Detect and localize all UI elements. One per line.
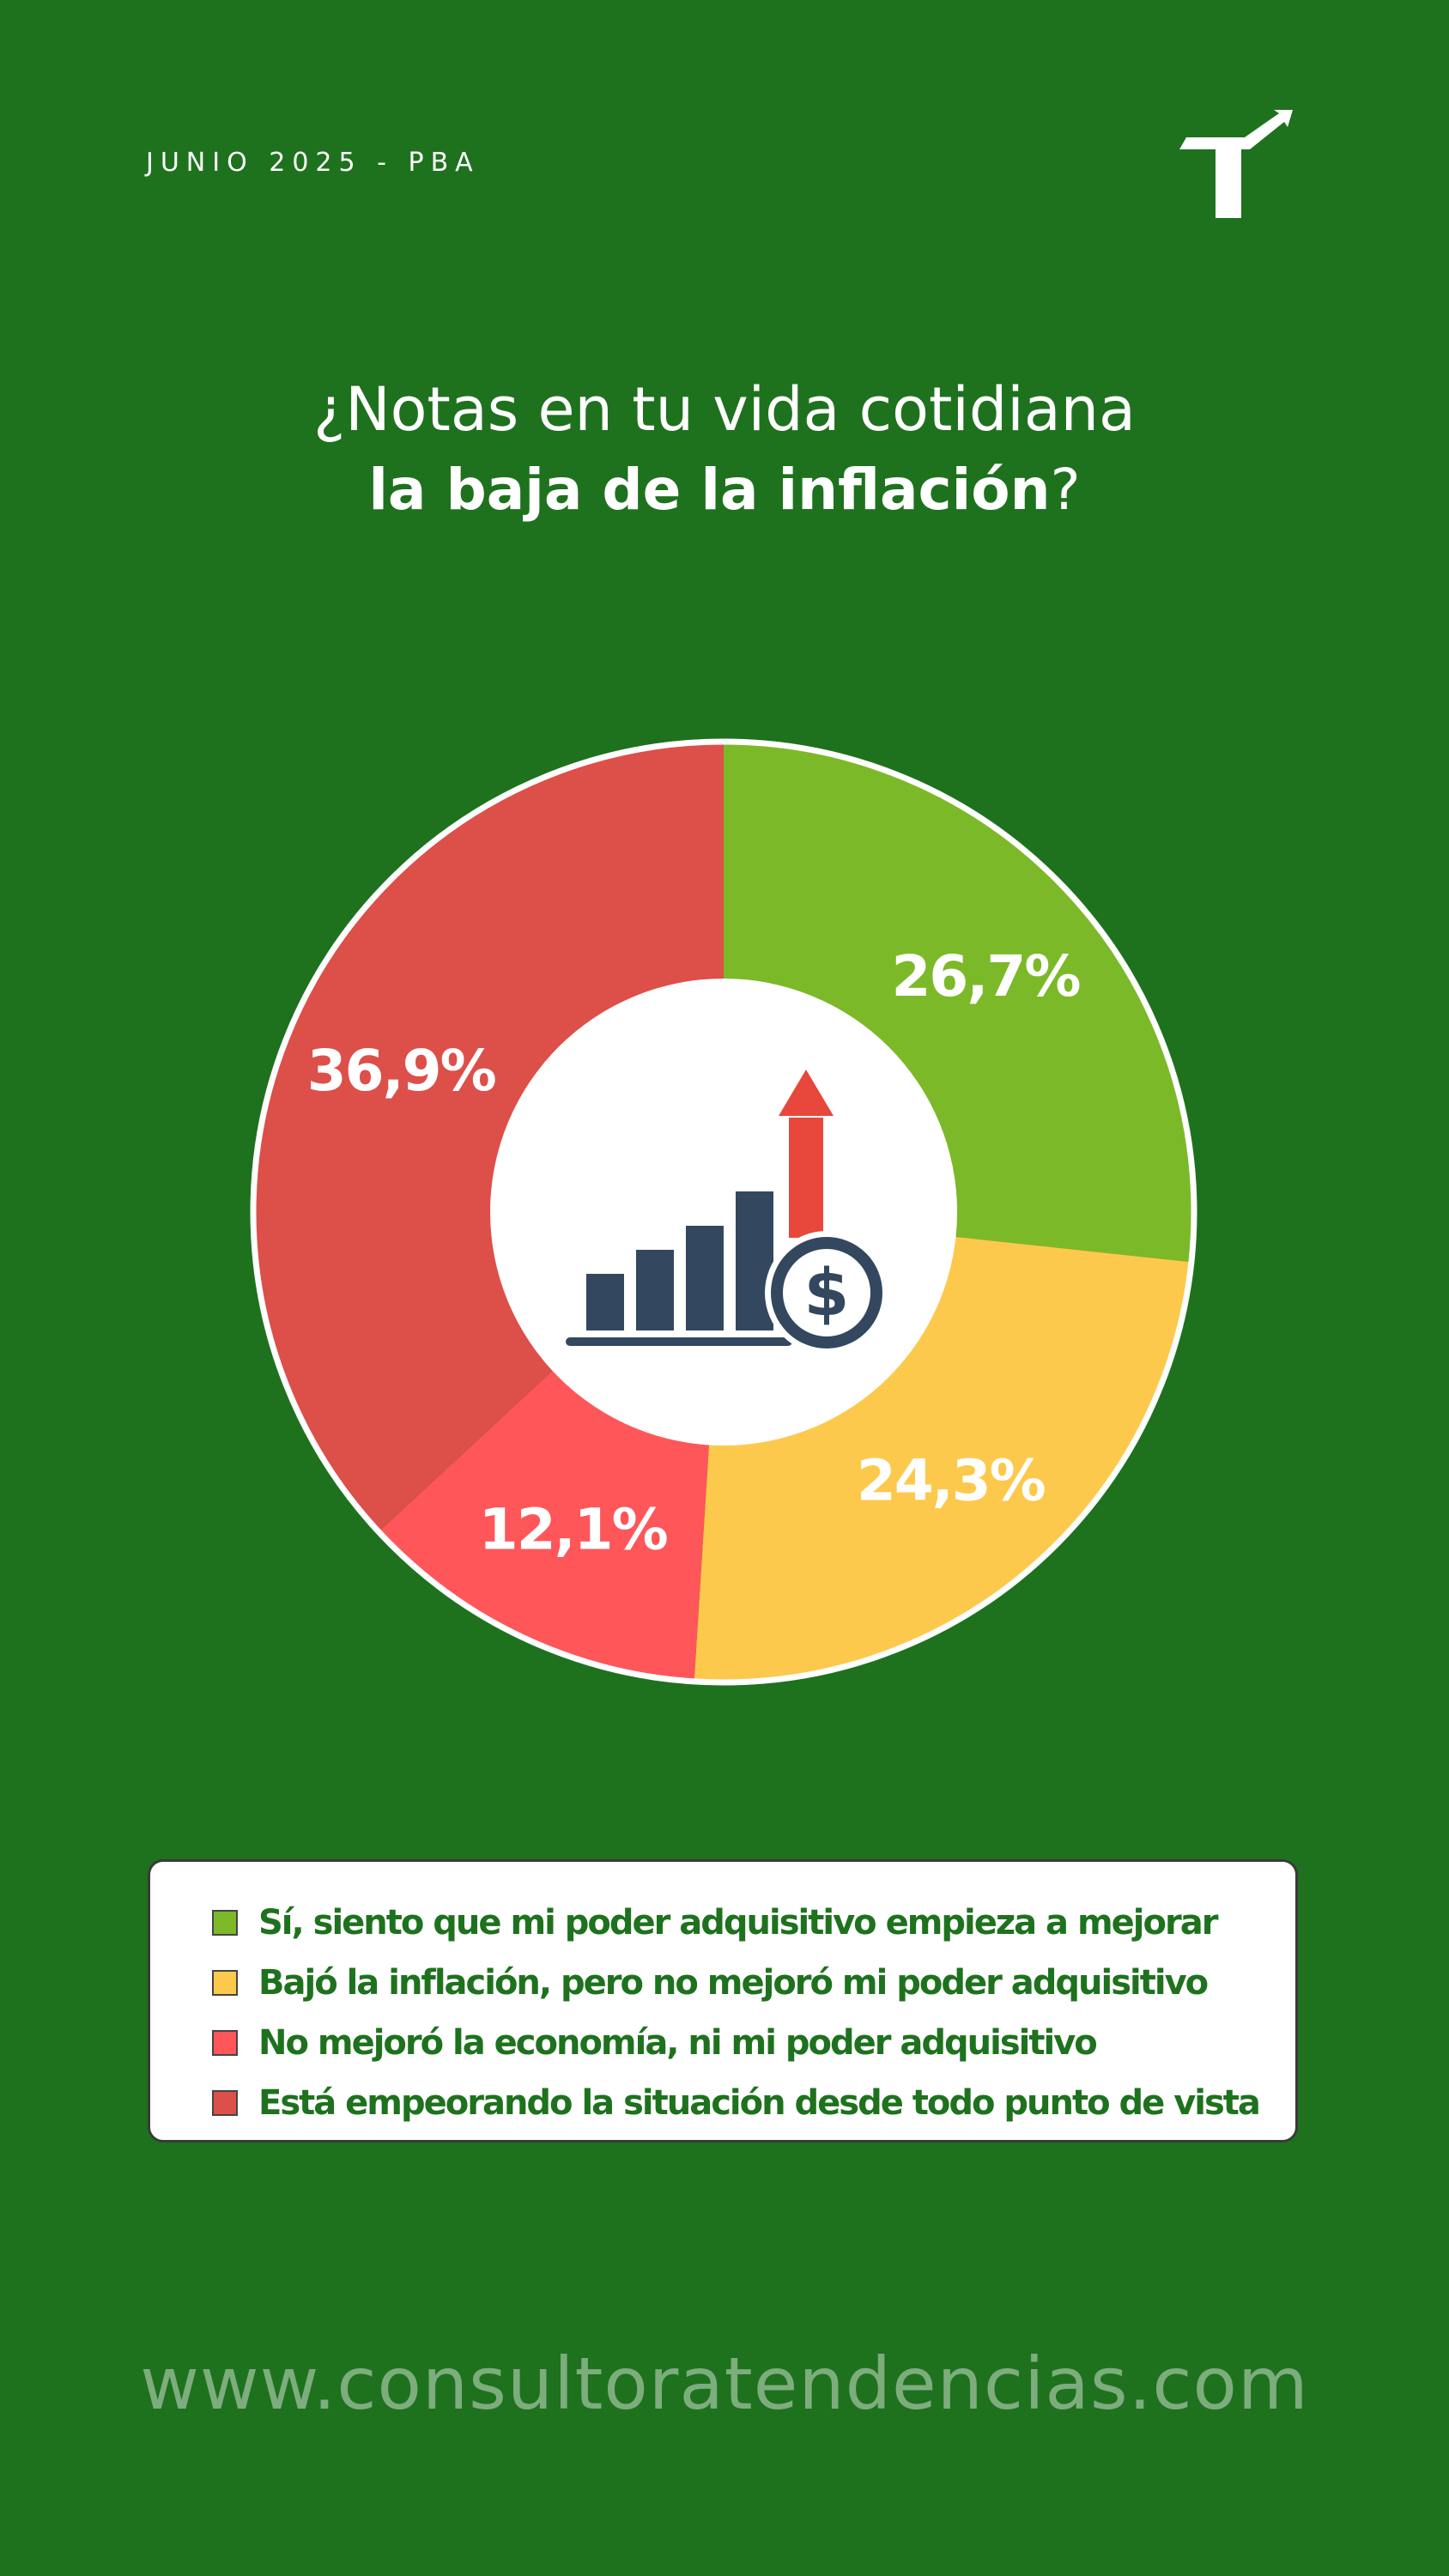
chart-outer-ring [250, 738, 1197, 1686]
date-label: JUNIO 2025 - PBA [146, 148, 480, 178]
legend-swatch-1 [212, 1910, 238, 1936]
website-url: www.consultoratendencias.com [140, 2342, 1309, 2426]
data-label-4: 36,9% [307, 1038, 496, 1104]
legend-label-1: Sí, siento que mi poder adquisitivo empi… [258, 1903, 1218, 1943]
legend-item-3: No mejoró la economía, ni mi poder adqui… [212, 2013, 1098, 2073]
svg-text:$: $ [804, 1254, 850, 1330]
legend-label-3: No mejoró la economía, ni mi poder adqui… [258, 2023, 1098, 2063]
legend-label-2: Bajó la inflación, pero no mejoró mi pod… [258, 1963, 1209, 2003]
chart-title: ¿Notas en tu vida cotidiana la baja de l… [0, 369, 1449, 530]
data-label-3: 12,1% [479, 1496, 668, 1562]
legend-item-4: Está empeorando la situación desde todo … [212, 2073, 1261, 2133]
title-bold: la baja de la inflación [368, 457, 1051, 523]
legend-label-4: Está empeorando la situación desde todo … [258, 2083, 1261, 2123]
legend-item-2: Bajó la inflación, pero no mejoró mi pod… [212, 1953, 1209, 2013]
data-label-1: 26,7% [891, 943, 1080, 1009]
legend-swatch-3 [212, 2030, 238, 2056]
legend-swatch-2 [212, 1970, 238, 1996]
legend-swatch-4 [212, 2090, 238, 2116]
title-line-1: ¿Notas en tu vida cotidiana [313, 374, 1136, 445]
slice-esta-empeorando-la-situacion [252, 742, 724, 1532]
brand-arrow-logo [1179, 110, 1293, 218]
data-label-2: 24,3% [857, 1447, 1046, 1513]
title-question-mark: ? [1050, 457, 1081, 523]
legend-item-1: Sí, siento que mi poder adquisitivo empi… [212, 1893, 1218, 1953]
chart-inner-hole [490, 979, 957, 1446]
chart-legend: Sí, siento que mi poder adquisitivo empi… [148, 1859, 1298, 2143]
title-line-2: la baja de la inflación? [0, 450, 1449, 530]
growth-chart-dollar-icon: $ [566, 1070, 888, 1355]
